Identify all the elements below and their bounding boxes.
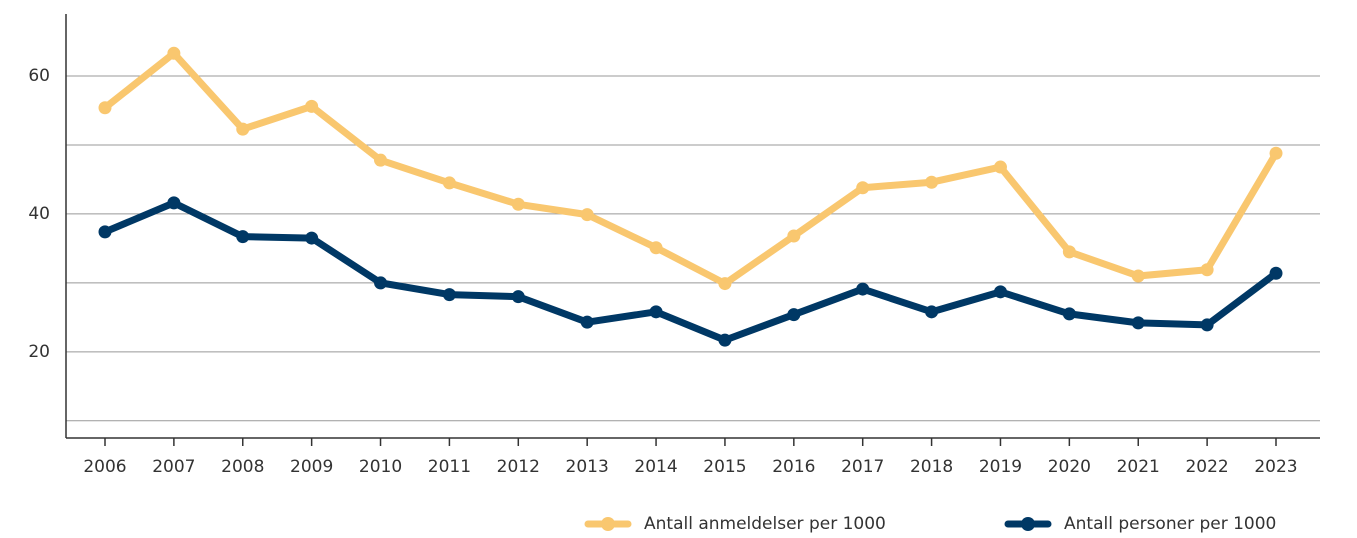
y-tick-label: 20 (28, 342, 50, 362)
point (1200, 318, 1214, 332)
x-tick-label: 2017 (841, 457, 884, 477)
point (374, 153, 388, 167)
point (787, 229, 801, 243)
point (925, 305, 939, 319)
x-tick-label: 2018 (910, 457, 953, 477)
legend-dot (1021, 517, 1035, 531)
y-tick-label: 60 (28, 66, 50, 86)
x-tick-label: 2019 (979, 457, 1022, 477)
point (1200, 263, 1214, 277)
legend-label: Antall anmeldelser per 1000 (644, 514, 886, 534)
x-tick-label: 2006 (83, 457, 126, 477)
point (993, 160, 1007, 174)
x-tick-label: 2023 (1254, 457, 1297, 477)
x-tick-label: 2012 (497, 457, 540, 477)
point (1131, 269, 1145, 283)
legend-label: Antall personer per 1000 (1064, 514, 1276, 534)
point (511, 290, 525, 304)
x-tick-label: 2009 (290, 457, 333, 477)
point (1131, 316, 1145, 330)
point (649, 305, 663, 319)
point (1062, 245, 1076, 259)
point (580, 315, 594, 329)
point (787, 308, 801, 322)
point (1062, 307, 1076, 321)
point (925, 175, 939, 189)
point (305, 99, 319, 113)
point (305, 231, 319, 245)
x-tick-label: 2015 (703, 457, 746, 477)
x-tick-label: 2010 (359, 457, 402, 477)
point (1269, 266, 1283, 280)
point (856, 282, 870, 296)
point (236, 122, 250, 136)
x-tick-label: 2021 (1117, 457, 1160, 477)
point (1269, 146, 1283, 160)
point (98, 101, 112, 115)
x-tick-label: 2007 (152, 457, 195, 477)
point (856, 181, 870, 195)
point (167, 46, 181, 60)
point (167, 196, 181, 210)
y-tick-label: 40 (28, 204, 50, 224)
series-line (102, 49, 1280, 288)
x-tick-label: 2008 (221, 457, 264, 477)
point (993, 285, 1007, 299)
legend-dot (601, 517, 615, 531)
x-tick-label: 2013 (566, 457, 609, 477)
point (98, 225, 112, 239)
point (718, 333, 732, 347)
point (442, 176, 456, 190)
point (580, 208, 594, 222)
point (718, 277, 732, 291)
point (442, 288, 456, 302)
point (649, 241, 663, 255)
series-line (103, 199, 1279, 344)
point (511, 197, 525, 211)
point (374, 276, 388, 290)
x-tick-label: 2014 (634, 457, 677, 477)
x-tick-label: 2016 (772, 457, 815, 477)
point (236, 230, 250, 244)
x-tick-label: 2020 (1048, 457, 1091, 477)
x-tick-label: 2011 (428, 457, 471, 477)
x-tick-label: 2022 (1185, 457, 1228, 477)
